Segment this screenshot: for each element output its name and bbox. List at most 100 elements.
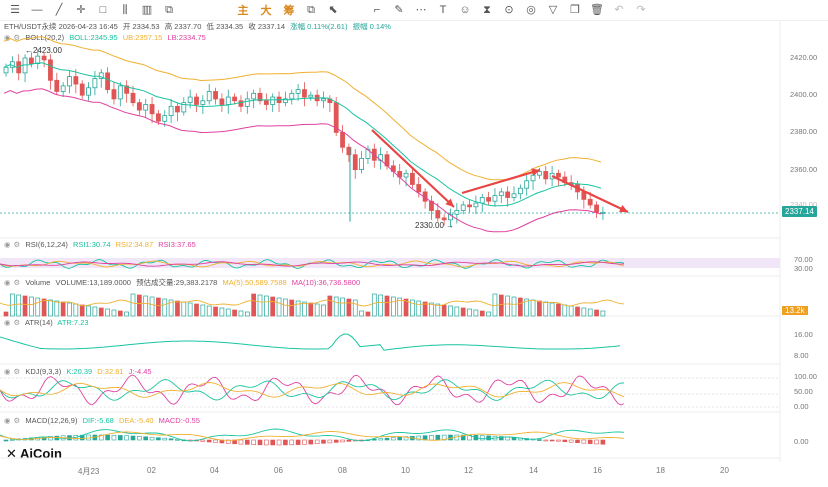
eye-icon[interactable]: ◉ [4, 318, 11, 327]
candle-body [460, 204, 466, 211]
layout-icon[interactable]: ⧉ [307, 4, 315, 16]
pointer-icon[interactable]: ⬉ [328, 4, 338, 16]
gear-icon[interactable]: ⚙ [13, 367, 21, 376]
macd-bar [289, 439, 295, 446]
kline-icon[interactable]: ⫼ [122, 4, 128, 16]
macd-bar [245, 439, 250, 445]
volume-bar [181, 301, 187, 317]
copy-icon[interactable]: ❐ [570, 4, 580, 16]
delete-icon[interactable]: 🗑 [590, 4, 604, 16]
candle-body [149, 104, 155, 115]
pen-icon[interactable]: ⌐ [373, 4, 381, 16]
volume-bar [505, 295, 510, 317]
fib-icon[interactable]: ⋯ [415, 4, 427, 16]
large-order-button[interactable]: 大 [260, 5, 272, 17]
macd-bar [587, 439, 593, 444]
note-icon[interactable]: ☺ [459, 4, 471, 16]
indicator-icon[interactable]: ⧉ [165, 4, 173, 16]
volume-bar [187, 302, 193, 317]
volume-bar [168, 299, 174, 317]
gear-icon[interactable]: ⚙ [13, 278, 21, 287]
price-axis-tick: 2340.00 [790, 200, 818, 209]
macd-bar [397, 436, 403, 441]
candle-body [232, 96, 238, 102]
boll-mb: BOLL:2345.95 [69, 33, 118, 42]
atr-axis-8: 8.00 [794, 351, 809, 360]
candle-body [581, 191, 587, 200]
chips-button[interactable]: 筹 [283, 5, 295, 17]
gear-icon[interactable]: ⚙ [13, 318, 21, 327]
square-icon[interactable]: □ [99, 4, 107, 16]
crosshair-icon[interactable]: ✛ [76, 4, 86, 16]
gear-icon[interactable]: ⚙ [13, 240, 21, 249]
main-indicator-button[interactable]: 主 [237, 5, 249, 17]
volume-bar [124, 311, 130, 317]
line-icon[interactable]: ╱ [55, 4, 63, 16]
candle-body [98, 72, 104, 79]
eye-icon[interactable]: ◉ [4, 33, 11, 42]
volume-bar [3, 311, 9, 317]
macd-bar [562, 439, 568, 443]
rsi-legend: ◉ ⚙ RSI(6,12,24) RSI1:30.74 RSI2:34.87 RS… [4, 240, 199, 250]
magnet-icon[interactable]: ⊙ [504, 4, 514, 16]
volume-bar [289, 299, 295, 317]
candle-body [403, 172, 409, 178]
macd-bar [384, 437, 390, 441]
candle-body [511, 193, 517, 198]
candle-body [124, 85, 130, 94]
volume-bar [219, 307, 225, 317]
volume-bar [35, 297, 41, 317]
logo-text: AiCoin [20, 446, 62, 461]
macd-bar [3, 439, 9, 442]
volume-bar [391, 296, 396, 317]
trend-arrow-head [445, 198, 454, 207]
volume-bar [435, 303, 441, 317]
text-icon[interactable]: T [439, 4, 447, 16]
volume-bar [549, 302, 555, 317]
macd-bar [118, 435, 123, 441]
menu-icon[interactable]: ☰ [10, 4, 20, 16]
candle-body [270, 96, 276, 105]
volume-bar [365, 311, 371, 317]
volume-bar [498, 294, 504, 317]
undo-icon[interactable]: ↶ [614, 4, 624, 16]
candle-body [79, 83, 85, 96]
brush-icon[interactable]: ✎ [394, 4, 404, 16]
volume-bar [232, 309, 237, 317]
chart-type-icon[interactable]: ▥ [141, 4, 153, 16]
time-tick: 4月23 [78, 467, 100, 476]
eye-icon[interactable]: ◉ [4, 278, 11, 287]
boll-upper-line [3, 36, 602, 181]
filter-icon[interactable]: ▽ [548, 4, 558, 16]
gear-icon[interactable]: ⚙ [13, 33, 21, 42]
volume-bar [73, 303, 79, 317]
macd-bar [302, 439, 307, 445]
lock-icon[interactable]: ◎ [526, 4, 536, 16]
macd-bar [460, 434, 466, 441]
chart-toolbar: ☰ — ╱ ✛ □ ⫼ ▥ ⧉ 主 大 筹 ⧉ ⬉ ⌐ ✎ ⋯ T ☺ ⧗ ⊙ … [0, 0, 828, 21]
candle-body [117, 85, 123, 100]
ruler-icon[interactable]: ⧗ [483, 4, 491, 16]
volume-ma5-line [0, 299, 625, 307]
redo-icon[interactable]: ↷ [636, 4, 646, 16]
candle-body [3, 66, 9, 74]
eye-icon[interactable]: ◉ [4, 240, 11, 249]
volume-legend: ◉ ⚙ Volume VOLUME:13,189.0000 预估成交量:29,38… [4, 278, 363, 288]
volume-bar [270, 296, 276, 317]
macd-bar [251, 439, 256, 445]
eye-icon[interactable]: ◉ [4, 416, 11, 425]
minus-icon[interactable]: — [31, 4, 43, 16]
eye-icon[interactable]: ◉ [4, 367, 11, 376]
volume-bar [117, 310, 123, 317]
gear-icon[interactable]: ⚙ [13, 416, 21, 425]
volume-bar [327, 295, 333, 317]
macd-bar [130, 435, 136, 441]
macd-bar [238, 439, 244, 445]
macd-bar [10, 439, 15, 441]
candle-body [473, 202, 479, 208]
macd-bar [467, 434, 472, 441]
candle-body [479, 197, 485, 204]
volume-bar [333, 296, 339, 317]
candle-body [321, 98, 326, 102]
